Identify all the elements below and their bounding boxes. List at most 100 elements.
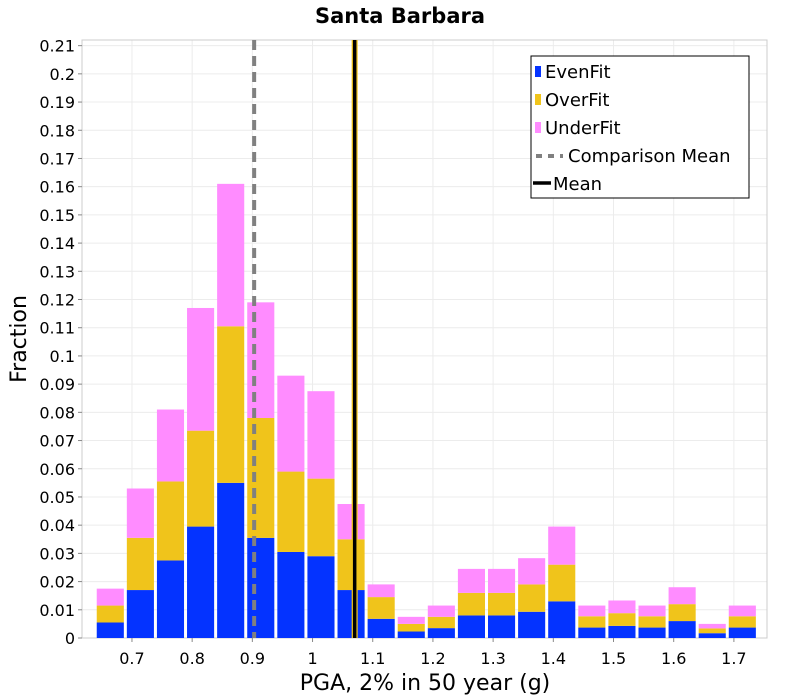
x-tick-label: 1.7 <box>721 649 746 668</box>
y-tick-label: 0.13 <box>39 262 75 281</box>
y-tick-label: 0.11 <box>39 319 75 338</box>
bar-overfit <box>578 616 606 628</box>
bar-underfit <box>397 616 425 624</box>
bar-underfit <box>96 588 124 606</box>
bar-evenfit <box>728 627 756 638</box>
legend-label-overfit: OverFit <box>545 90 609 111</box>
bar-overfit <box>307 478 335 557</box>
bar-underfit <box>728 605 756 617</box>
bar-evenfit <box>668 621 696 638</box>
bar-evenfit <box>608 625 636 638</box>
legend-swatch-underfit <box>535 122 541 133</box>
y-tick-label: 0.01 <box>39 601 75 620</box>
legend-label-comparison-mean: Comparison Mean <box>568 146 731 167</box>
y-tick-label: 0.04 <box>39 516 75 535</box>
bar-overfit <box>698 628 726 634</box>
bar-underfit <box>156 409 185 482</box>
bar-evenfit <box>96 622 124 638</box>
bar-underfit <box>548 526 576 565</box>
chart-title: Santa Barbara <box>315 4 485 28</box>
legend-label-mean: Mean <box>553 174 602 195</box>
bar-evenfit <box>247 537 275 638</box>
bar-underfit <box>487 568 516 593</box>
x-tick-label: 1.3 <box>480 649 505 668</box>
y-tick-label: 0.05 <box>39 488 75 507</box>
bar-underfit <box>367 584 395 598</box>
y-tick-label: 0.06 <box>39 460 75 479</box>
bar-evenfit <box>487 615 516 638</box>
legend: EvenFit OverFit UnderFit Comparison Mean… <box>530 55 750 199</box>
bar-overfit <box>638 616 666 628</box>
bar-evenfit <box>367 618 395 638</box>
bar-overfit <box>427 616 455 629</box>
bar-underfit <box>608 600 636 614</box>
y-axis-label: Fraction <box>7 295 32 383</box>
bar-evenfit <box>548 601 576 638</box>
bar-overfit <box>608 613 636 626</box>
y-tick-label: 0.16 <box>39 178 75 197</box>
bar-evenfit <box>698 633 726 638</box>
reference-lines <box>252 40 358 638</box>
y-tick-label: 0.21 <box>39 37 75 56</box>
x-tick-label: 1.6 <box>661 649 686 668</box>
bar-overfit <box>126 537 154 591</box>
y-tick-label: 0.15 <box>39 206 75 225</box>
y-tick-label: 0.1 <box>50 347 75 366</box>
bar-underfit <box>126 488 154 538</box>
bar-evenfit <box>187 526 215 638</box>
y-axis-ticks: 0 0.01 0.02 0.03 0.04 0.05 0.06 0.07 0.08 0.09 0.1… <box>39 37 82 648</box>
y-tick-label: 0.07 <box>39 432 75 451</box>
bar-overfit <box>728 616 756 628</box>
x-tick-label: 0.9 <box>240 649 265 668</box>
bar-underfit <box>247 302 275 418</box>
bar-overfit <box>187 430 215 527</box>
bar-evenfit <box>457 615 485 638</box>
bar-evenfit <box>397 631 425 638</box>
bar-underfit <box>217 183 245 327</box>
bar-underfit <box>578 605 606 617</box>
bar-overfit <box>668 604 696 622</box>
y-tick-label: 0.18 <box>39 121 75 140</box>
x-axis-ticks: 0.7 0.8 0.9 1 1.1 1.2 1.3 1.4 1.5 1.6 1.7 <box>119 638 747 668</box>
y-tick-label: 0.02 <box>39 573 75 592</box>
bar-overfit <box>247 417 275 538</box>
bar-evenfit <box>217 482 245 638</box>
bar-underfit <box>307 391 335 479</box>
bar-underfit <box>668 587 696 605</box>
bar-evenfit <box>578 627 606 638</box>
bar-evenfit <box>427 628 455 638</box>
legend-label-underfit: UnderFit <box>545 118 621 139</box>
bar-underfit <box>698 623 726 629</box>
x-tick-label: 1.1 <box>360 649 385 668</box>
bar-evenfit <box>307 556 335 638</box>
y-tick-label: 0.19 <box>39 93 75 112</box>
bar-overfit <box>217 326 245 483</box>
bar-overfit <box>487 592 516 616</box>
x-axis-label: PGA, 2% in 50 year (g) <box>300 671 551 696</box>
bar-evenfit <box>337 590 365 638</box>
x-tick-label: 1.5 <box>601 649 626 668</box>
bar-overfit <box>367 597 395 619</box>
y-tick-label: 0 <box>65 629 75 648</box>
y-tick-label: 0.08 <box>39 403 75 422</box>
y-tick-label: 0.17 <box>39 149 75 168</box>
bar-evenfit <box>638 627 666 638</box>
bar-underfit <box>187 307 215 431</box>
legend-box <box>530 55 750 199</box>
bars <box>96 183 756 638</box>
x-tick-label: 0.8 <box>179 649 204 668</box>
bar-evenfit <box>277 551 305 638</box>
legend-swatch-overfit <box>535 94 541 105</box>
bar-underfit <box>277 375 305 472</box>
bar-evenfit <box>156 560 185 638</box>
y-tick-label: 0.12 <box>39 291 75 310</box>
bar-evenfit <box>126 590 154 638</box>
bar-overfit <box>457 592 485 616</box>
bar-underfit <box>427 605 455 617</box>
y-tick-label: 0.14 <box>39 234 75 253</box>
legend-swatch-evenfit <box>535 66 541 77</box>
bar-underfit <box>457 568 485 593</box>
y-tick-label: 0.09 <box>39 375 75 394</box>
bar-underfit <box>337 504 365 540</box>
